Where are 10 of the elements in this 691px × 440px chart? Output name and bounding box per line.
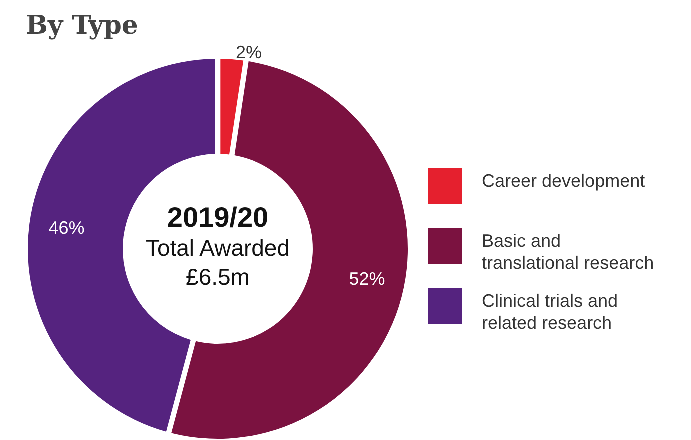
data-label: 52%	[349, 268, 386, 289]
text: £6.5m	[186, 264, 250, 290]
data-label: 46%	[48, 218, 85, 238]
text: Total Awarded	[146, 235, 290, 261]
text: 2019/20	[167, 202, 269, 233]
data-label: 2%	[236, 42, 262, 62]
legend-label: Career development	[482, 171, 646, 191]
legend-label: Basic and translational research	[482, 231, 654, 273]
legend-label: Clinical trials and related research	[482, 291, 618, 333]
chart-title: By Type	[26, 11, 138, 41]
